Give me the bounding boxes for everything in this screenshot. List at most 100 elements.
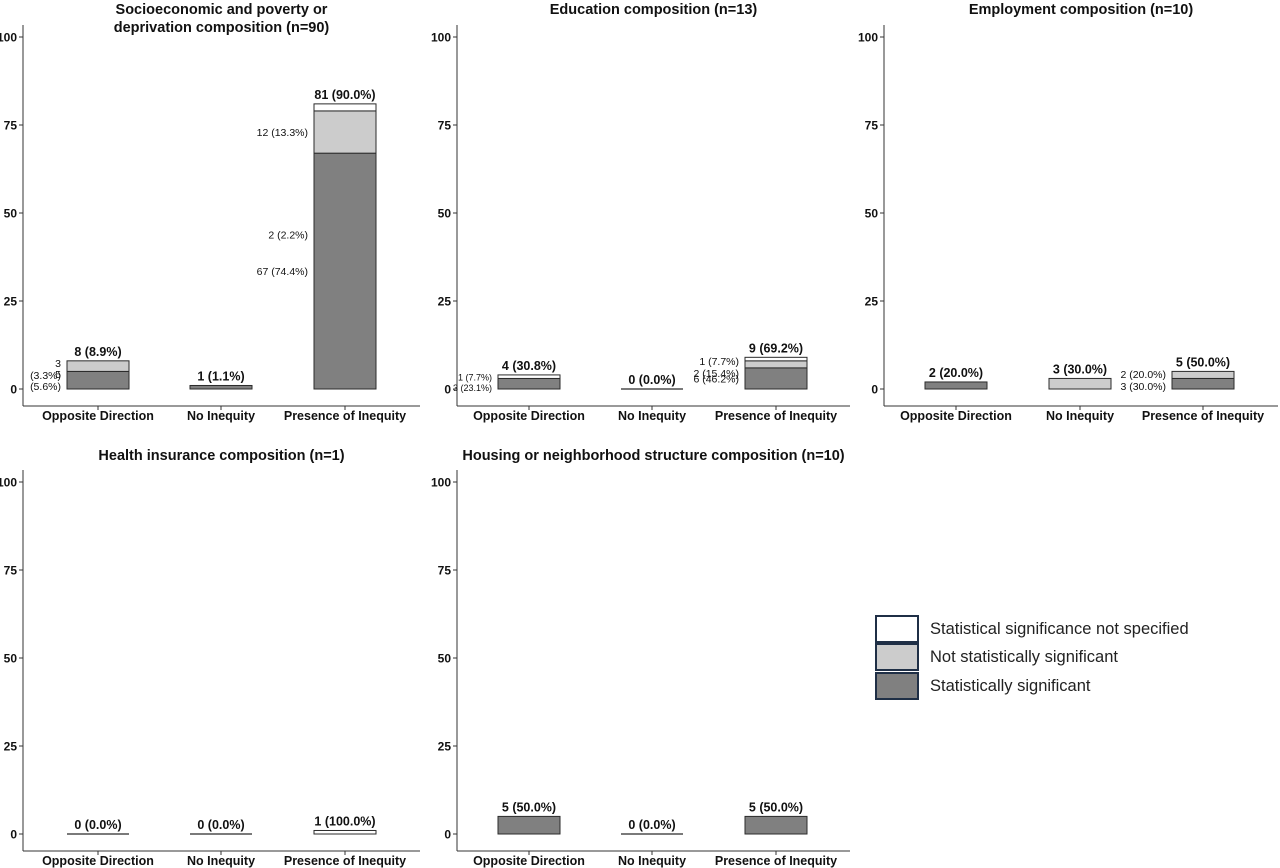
bar-segment-significant — [497, 815, 561, 835]
bar-segment-not-significant — [66, 360, 130, 372]
y-tick-label: 50 — [438, 652, 452, 666]
bar-total-label: 5 (50.0%) — [502, 800, 556, 814]
bar-total-label: 0 (0.0%) — [74, 818, 121, 832]
bar-segment-not-significant — [313, 110, 377, 154]
segment-label: 2 (15.4%) — [693, 368, 739, 380]
y-tick-label: 0 — [10, 383, 17, 397]
y-tick-label: 50 — [4, 207, 18, 221]
segment-label: 67 (74.4%) — [257, 266, 308, 278]
bar-segment-significant — [66, 370, 130, 390]
legend-swatch-significant — [875, 671, 919, 700]
chart-title: Education composition (n=13) — [550, 2, 758, 18]
x-tick-label: No Inequity — [187, 854, 255, 868]
chart-title: Health insurance composition (n=1) — [98, 448, 344, 464]
legend-label-not-significant: Not statistically significant — [930, 648, 1118, 667]
y-tick-label: 75 — [4, 119, 18, 133]
bar-total-label: 2 (20.0%) — [929, 366, 983, 380]
segment-label: 2 (20.0%) — [1120, 369, 1166, 381]
bar-segment-not-specified — [313, 103, 377, 112]
bar-segment-not-specified — [744, 356, 808, 362]
y-tick-label: 100 — [431, 476, 451, 490]
segment-label: 1 (7.7%) — [699, 356, 739, 368]
y-tick-label: 100 — [0, 476, 17, 490]
chart-panel-3: Health insurance composition (n=1) 0 25 50 7… — [0, 448, 420, 868]
segment-label: (5.6%) — [30, 381, 61, 393]
x-tick-label: No Inequity — [618, 409, 686, 423]
bar-total-label: 0 (0.0%) — [197, 818, 244, 832]
segment-label: 3 (23.1%) — [453, 383, 492, 393]
legend-swatch-not-specified — [875, 614, 919, 643]
y-tick-label: 0 — [444, 383, 451, 397]
bar-total-label: 1 (1.1%) — [197, 369, 244, 383]
legend-item-not-specified: Statistical significance not specified — [875, 614, 1215, 644]
y-tick-label: 100 — [431, 31, 451, 45]
x-tick-label: Opposite Direction — [473, 854, 585, 868]
segment-label: (3.3%) — [30, 370, 61, 382]
bar-total-label: 5 (50.0%) — [749, 800, 803, 814]
legend-item-significant: Statistically significant — [875, 671, 1215, 701]
bar-segment-significant — [497, 377, 561, 390]
segment-label: 2 (2.2%) — [268, 229, 308, 241]
bar-total-label: 4 (30.8%) — [502, 359, 556, 373]
segment-label: 6 (46.2%) — [693, 373, 739, 385]
bar-segment-significant — [1171, 377, 1235, 390]
segment-label: 3 — [55, 358, 61, 370]
bar-total-label: 0 (0.0%) — [628, 818, 675, 832]
y-tick-label: 100 — [858, 31, 878, 45]
legend-label-not-specified: Statistical significance not specified — [930, 619, 1189, 638]
bar-total-label: 0 (0.0%) — [628, 373, 675, 387]
y-tick-label: 75 — [865, 119, 879, 133]
y-tick-label: 50 — [4, 652, 18, 666]
x-tick-label: No Inequity — [1046, 409, 1114, 423]
x-tick-label: Presence of Inequity — [715, 854, 837, 868]
bar-total-label: 3 (30.0%) — [1053, 362, 1107, 376]
bar-segment-significant — [313, 152, 377, 390]
segment-label: 12 (13.3%) — [257, 127, 308, 139]
bar-segment-not-significant — [1048, 377, 1112, 390]
legend: Statistical significance not specified N… — [875, 614, 1215, 701]
bar-total-label: 9 (69.2%) — [749, 341, 803, 355]
segment-label: 1 (7.7%) — [458, 373, 492, 383]
bar-total-label: 81 (90.0%) — [314, 88, 375, 102]
y-tick-label: 0 — [10, 828, 17, 842]
y-tick-label: 25 — [438, 295, 452, 309]
x-tick-label: Opposite Direction — [900, 409, 1012, 423]
chart-title: Employment composition (n=10) — [969, 2, 1194, 18]
y-tick-label: 25 — [438, 740, 452, 754]
legend-item-not-significant: Not statistically significant — [875, 643, 1215, 673]
x-tick-label: Opposite Direction — [42, 409, 154, 423]
y-tick-label: 0 — [444, 828, 451, 842]
segment-label: 3 (30.0%) — [1120, 381, 1166, 393]
bar-total-label: 8 (8.9%) — [74, 345, 121, 359]
y-tick-label: 0 — [871, 383, 878, 397]
x-tick-label: Presence of Inequity — [284, 409, 406, 423]
chart-panel-0: Socioeconomic and poverty or deprivation … — [0, 2, 420, 423]
bar-total-label: 1 (100.0%) — [314, 814, 375, 828]
bar-segment-not-significant — [744, 360, 808, 369]
chart-title: deprivation composition (n=90) — [114, 20, 330, 36]
chart-title: Housing or neighborhood structure compos… — [462, 448, 844, 464]
x-tick-label: Opposite Direction — [473, 409, 585, 423]
x-tick-label: Presence of Inequity — [284, 854, 406, 868]
bar-segment-significant — [924, 381, 988, 390]
chart-panel-1: Education composition (n=13) 0 25 50 75 100 Op… — [431, 2, 850, 423]
y-tick-label: 50 — [438, 207, 452, 221]
bar-segment-significant — [189, 384, 253, 390]
chart-panel-2: Employment composition (n=10) 0 25 50 75 100 O… — [858, 2, 1278, 423]
y-tick-label: 100 — [0, 31, 17, 45]
segment-label: 5 — [55, 369, 61, 381]
bar-total-label: 5 (50.0%) — [1176, 355, 1230, 369]
bar-segment-significant — [744, 815, 808, 835]
bar-segment-not-specified — [313, 829, 377, 835]
y-tick-label: 25 — [4, 740, 18, 754]
y-tick-label: 50 — [865, 207, 879, 221]
chart-title: Socioeconomic and poverty or — [116, 2, 328, 18]
y-tick-label: 75 — [438, 564, 452, 578]
legend-label-significant: Statistically significant — [930, 676, 1091, 695]
y-tick-label: 75 — [4, 564, 18, 578]
legend-swatch-not-significant — [875, 643, 919, 672]
y-tick-label: 25 — [4, 295, 18, 309]
chart-panel-4: Housing or neighborhood structure compos… — [431, 448, 850, 868]
bar-segment-significant — [744, 367, 808, 390]
